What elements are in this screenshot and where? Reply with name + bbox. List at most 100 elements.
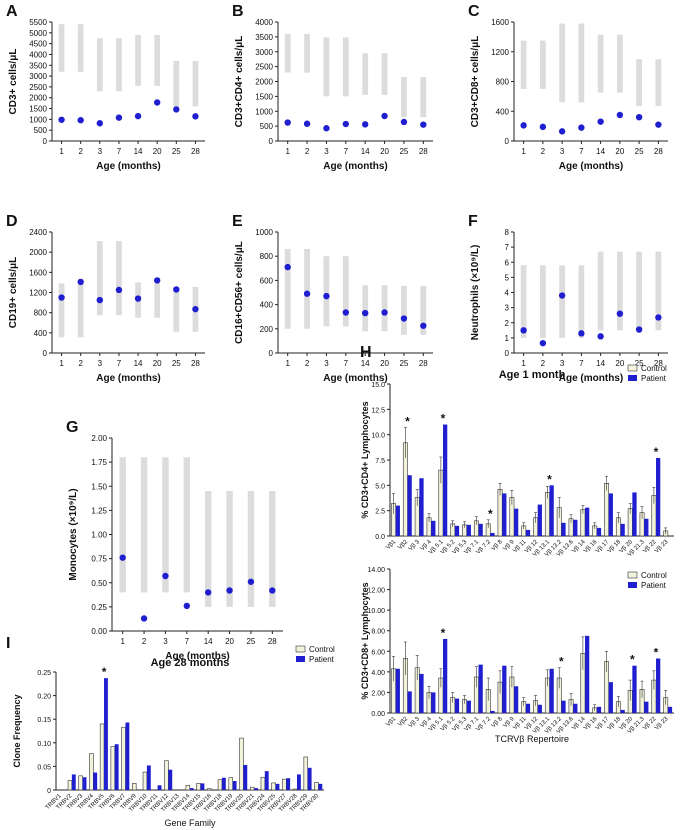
patient-bar — [264, 771, 269, 790]
control-bar — [121, 726, 126, 791]
significance-star: * — [488, 507, 493, 521]
patient-point — [96, 296, 104, 304]
patient-point — [323, 292, 330, 300]
y-tick-label: 14.00 — [367, 567, 385, 574]
patient-bar — [466, 700, 471, 713]
x-tick-label: 14 — [596, 147, 605, 156]
panel-B: B 0 500 1000 1500 2000 2500 3000 3500 4000 1 2 3 7 14 2… — [232, 3, 433, 172]
patient-point — [342, 309, 350, 316]
x-tick-label: 3 — [560, 147, 565, 156]
control-bar — [185, 784, 191, 791]
reference-range-bar — [304, 248, 310, 329]
patient-point — [558, 292, 566, 299]
legend-control-swatch — [295, 645, 306, 653]
patient-bar — [307, 767, 312, 790]
x-tick-label: 28 — [191, 147, 200, 156]
y-tick-label: 500 — [260, 122, 274, 131]
patient-bar — [168, 769, 173, 790]
patient-bar — [608, 493, 613, 536]
patient-point — [134, 295, 142, 302]
x-tick-label: 7 — [344, 359, 349, 368]
x-tick-label: 28 — [654, 359, 663, 368]
control-bar — [78, 775, 83, 791]
patient-point — [153, 99, 161, 106]
control-bar — [314, 782, 319, 791]
x-tick-label: 2 — [305, 359, 310, 368]
patient-point — [635, 114, 643, 121]
patient-bar — [632, 665, 637, 713]
patient-bar — [549, 485, 554, 536]
reference-range-bar — [284, 33, 291, 73]
y-tick-label: 5500 — [29, 18, 47, 27]
patient-point — [578, 330, 585, 337]
patient-point — [204, 589, 212, 596]
reference-range-bar — [342, 256, 349, 327]
control-bar — [132, 783, 137, 791]
reference-range-bar — [578, 265, 585, 338]
y-tick-label: 1.50 — [91, 482, 107, 491]
y-tick-label: 4000 — [29, 50, 47, 59]
patient-bar — [644, 701, 649, 713]
x-tick-label: 20 — [380, 359, 389, 368]
patient-bar — [478, 523, 483, 536]
y-axis-title: CD19+ cells/μL — [8, 257, 19, 328]
panel-label: B — [232, 3, 244, 20]
significance-star: * — [405, 415, 410, 429]
patient-point — [616, 111, 624, 119]
patient-point — [635, 326, 643, 333]
y-axis-title: Neutrophils (×10⁹/L) — [470, 245, 481, 341]
y-tick-label: 1200 — [491, 48, 509, 57]
y-tick-label: 8 — [505, 228, 510, 237]
x-tick-label: 2 — [142, 637, 147, 646]
control-bar — [497, 489, 503, 537]
reference-range-bar — [140, 457, 148, 593]
y-tick-label: 3500 — [255, 33, 273, 42]
reference-range-bar — [96, 38, 103, 92]
patient-point — [420, 322, 427, 329]
patient-bar — [157, 785, 162, 790]
patient-point — [323, 125, 330, 132]
y-tick-label: 5000 — [29, 29, 47, 38]
panel-label: A — [6, 3, 18, 20]
y-tick-label: 4500 — [29, 40, 47, 49]
y-tick-label: 2 — [505, 319, 510, 328]
patient-point — [119, 554, 126, 561]
x-tick-label: 2 — [78, 359, 83, 368]
x-tick-label: 7 — [344, 147, 349, 156]
patient-point — [284, 119, 291, 126]
x-tick-label: 14 — [134, 147, 143, 156]
patient-point — [655, 121, 662, 128]
reference-range-bar — [323, 256, 330, 327]
patient-point — [381, 112, 388, 120]
panel-F: F 0 1 2 3 4 5 6 7 8 1 2 3 7 14 20 25 28 Age (months) Neutro… — [468, 213, 668, 384]
reference-range-bar — [655, 59, 662, 107]
reference-range-bar — [401, 77, 407, 118]
x-tick-label: 3 — [98, 147, 103, 156]
control-bar — [196, 783, 201, 791]
x-tick-label: 1 — [59, 359, 64, 368]
reference-range-bar — [381, 285, 388, 332]
patient-bar — [286, 778, 291, 790]
x-tick-label: 25 — [399, 147, 408, 156]
patient-bar — [419, 673, 424, 713]
y-tick-label: 0 — [269, 137, 274, 146]
x-tick-label: Vβ 8 — [491, 539, 505, 553]
y-tick-label: 3000 — [255, 48, 273, 57]
patient-bar — [656, 457, 661, 536]
significance-star: * — [630, 653, 635, 667]
patient-bar — [490, 532, 495, 536]
y-tick-label: 6.00 — [371, 649, 385, 656]
patient-bar — [443, 424, 448, 536]
control-bar — [239, 737, 244, 791]
patient-point — [420, 121, 427, 128]
patient-point — [140, 615, 148, 622]
y-tick-label: 2500 — [29, 83, 47, 92]
patient-bar — [644, 518, 649, 536]
x-axis-title: Age (months) — [96, 161, 160, 172]
x-tick-label: 7 — [579, 147, 584, 156]
patient-bar — [466, 524, 471, 536]
significance-star: * — [547, 472, 552, 486]
y-axis-title: % CD3+CD4+ Lymphocytes — [360, 401, 370, 518]
x-axis-title: TCRVβ Repertoire — [495, 734, 569, 744]
